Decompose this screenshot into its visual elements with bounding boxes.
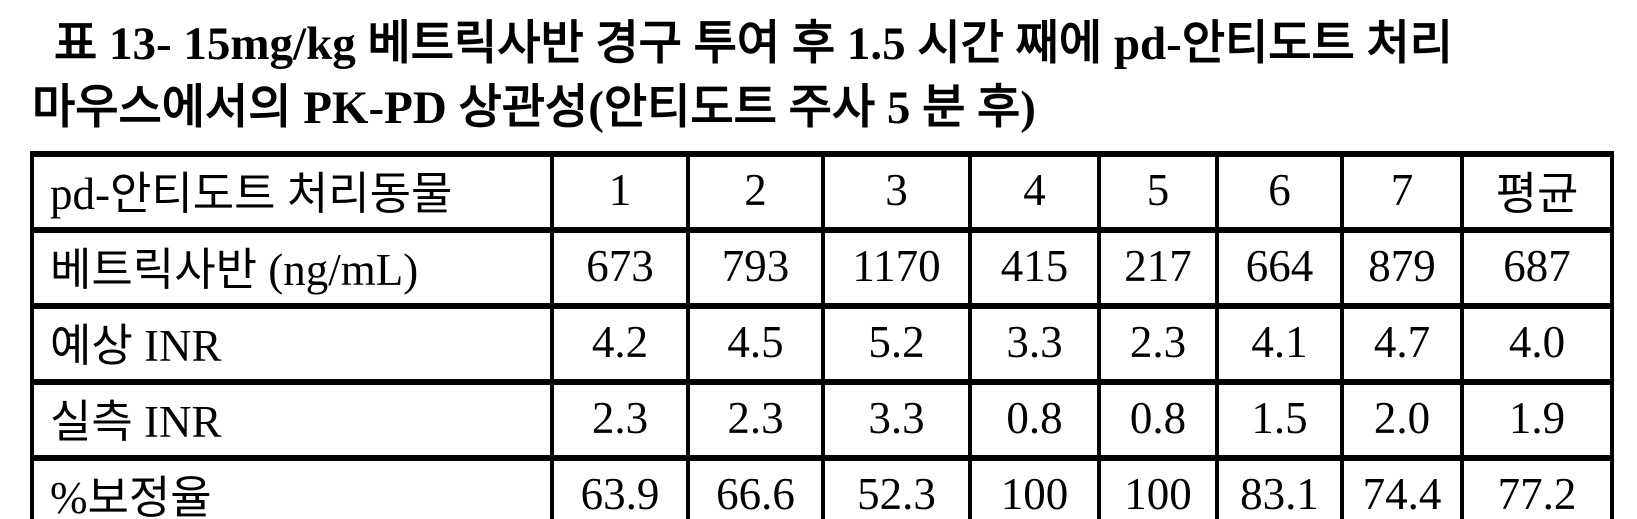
table-row-expected-inr: 예상 INR 4.2 4.5 5.2 3.3 2.3 4.1 4.7 4.0 — [30, 303, 1614, 385]
table-cell: 74.4 — [1340, 455, 1464, 519]
table-cell: 5.2 — [821, 303, 972, 385]
table-cell: 879 — [1340, 227, 1464, 309]
table-cell: 100 — [1097, 455, 1219, 519]
header-mean: 평균 — [1460, 151, 1614, 233]
header-animal-3: 3 — [821, 151, 972, 233]
table-cell: 0.8 — [968, 379, 1101, 461]
table-row-betrixaban: 베트릭사반 (ng/mL) 673 793 1170 415 217 664 8… — [30, 227, 1614, 309]
table-cell: 217 — [1097, 227, 1219, 309]
row-label-measured-inr: 실측 INR — [30, 379, 554, 461]
table-cell: 2.3 — [686, 379, 825, 461]
table-row-correction-rate: %보정율 63.9 66.6 52.3 100 100 83.1 74.4 77… — [30, 455, 1614, 519]
table-row-measured-inr: 실측 INR 2.3 2.3 3.3 0.8 0.8 1.5 2.0 1.9 — [30, 379, 1614, 461]
table-caption-line-2: 마우스에서의 PK-PD 상관성(안티도트 주사 5 분 후) — [32, 82, 1036, 134]
table-cell: 83.1 — [1215, 455, 1344, 519]
table-caption: 표 13- 15mg/kg 베트릭사반 경구 투여 후 1.5 시간 째에 pd… — [32, 12, 1453, 140]
row-label-betrixaban: 베트릭사반 (ng/mL) — [30, 227, 554, 309]
table-cell: 1.5 — [1215, 379, 1344, 461]
header-animal-5: 5 — [1097, 151, 1219, 233]
row-label-correction-rate: %보정율 — [30, 455, 554, 519]
table-cell: 4.1 — [1215, 303, 1344, 385]
table-cell: 3.3 — [968, 303, 1101, 385]
pk-pd-data-table: pd-안티도트 처리동물 1 2 3 4 5 6 7 평균 베트릭사반 (ng/… — [30, 151, 1614, 519]
table-cell-mean: 77.2 — [1460, 455, 1614, 519]
table-caption-line-1: 표 13- 15mg/kg 베트릭사반 경구 투여 후 1.5 시간 째에 pd… — [54, 18, 1453, 70]
table-cell: 415 — [968, 227, 1101, 309]
header-animal-6: 6 — [1215, 151, 1344, 233]
table-cell: 2.3 — [1097, 303, 1219, 385]
table-cell-mean: 4.0 — [1460, 303, 1614, 385]
table-cell: 3.3 — [821, 379, 972, 461]
row-label-expected-inr: 예상 INR — [30, 303, 554, 385]
header-animal-2: 2 — [686, 151, 825, 233]
table-cell: 63.9 — [550, 455, 690, 519]
header-row-label: pd-안티도트 처리동물 — [30, 151, 554, 233]
table-cell: 4.2 — [550, 303, 690, 385]
table-cell: 0.8 — [1097, 379, 1219, 461]
table-cell: 664 — [1215, 227, 1344, 309]
table-cell: 673 — [550, 227, 690, 309]
table-cell: 793 — [686, 227, 825, 309]
header-animal-4: 4 — [968, 151, 1101, 233]
header-animal-1: 1 — [550, 151, 690, 233]
table-cell: 2.3 — [550, 379, 690, 461]
table-cell: 52.3 — [821, 455, 972, 519]
table-cell: 4.5 — [686, 303, 825, 385]
table-cell: 1170 — [821, 227, 972, 309]
header-animal-7: 7 — [1340, 151, 1464, 233]
table-cell-mean: 1.9 — [1460, 379, 1614, 461]
table-cell: 66.6 — [686, 455, 825, 519]
table-header-row: pd-안티도트 처리동물 1 2 3 4 5 6 7 평균 — [30, 151, 1614, 233]
table-cell: 4.7 — [1340, 303, 1464, 385]
table-cell-mean: 687 — [1460, 227, 1614, 309]
table-cell: 100 — [968, 455, 1101, 519]
table-cell: 2.0 — [1340, 379, 1464, 461]
